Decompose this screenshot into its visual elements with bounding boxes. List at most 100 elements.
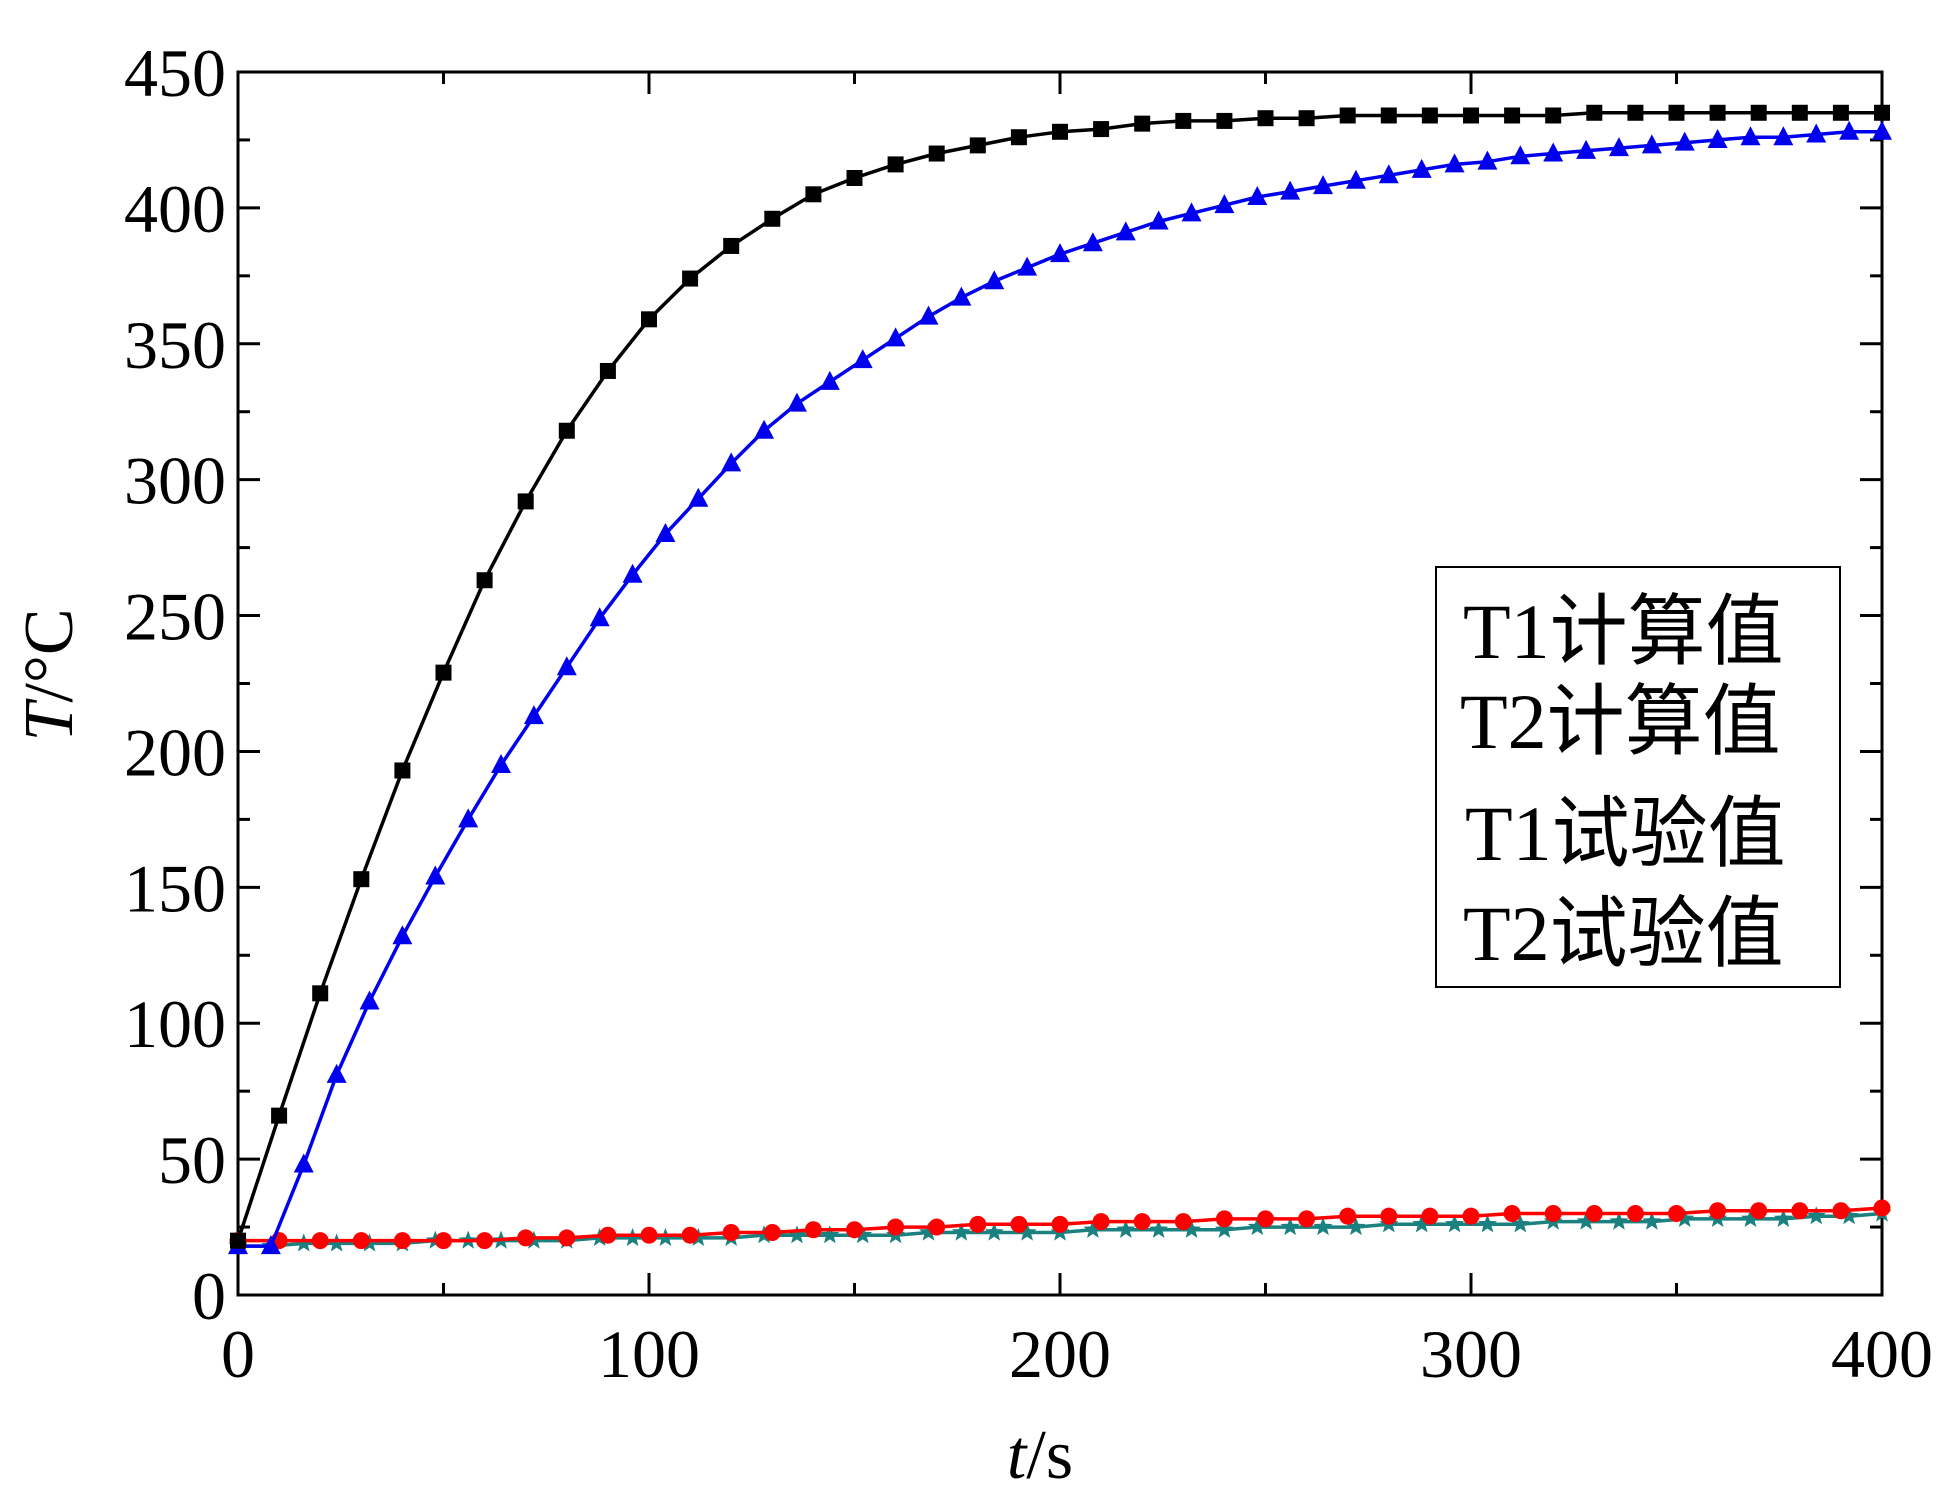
data-point-square [1791, 104, 1808, 121]
x-axis-title: t/s [1007, 1417, 1073, 1494]
data-point-square [641, 311, 657, 328]
data-point-triangle [1247, 186, 1268, 206]
data-point-square [230, 1232, 246, 1249]
data-point-square [723, 237, 740, 254]
data-point-circle [1503, 1204, 1521, 1222]
data-point-circle [435, 1232, 452, 1250]
data-point-circle [804, 1221, 822, 1239]
data-point-triangle [293, 1153, 314, 1173]
data-point-square [805, 186, 822, 203]
data-point-triangle [326, 1063, 347, 1083]
data-point-triangle [1345, 169, 1366, 189]
x-axis-title-unit: /s [1026, 1417, 1073, 1494]
data-point-star [1477, 1214, 1497, 1233]
legend-label-t1-calc: T1计算值 [1463, 588, 1784, 675]
y-tick-label: 100 [124, 986, 226, 1062]
data-point-square [1257, 110, 1274, 127]
axis-ticks [236, 70, 1884, 1297]
data-point-triangle [1148, 210, 1169, 230]
data-point-star [820, 1225, 840, 1244]
data-point-triangle [1214, 194, 1235, 214]
x-tick-label: 100 [598, 1316, 700, 1392]
data-point-circle [1750, 1202, 1768, 1220]
data-point-square [1750, 104, 1767, 121]
data-point-square [1504, 107, 1521, 124]
data-point-square [1421, 107, 1438, 124]
data-point-circle [722, 1223, 740, 1241]
data-point-square [1627, 104, 1644, 121]
data-point-star [1806, 1206, 1826, 1225]
legend: T1计算值 T2计算值 T1试验值 T2试验值 [1435, 566, 1841, 988]
data-point-square [353, 871, 370, 888]
x-tick-label: 0 [221, 1316, 255, 1392]
data-point-square [1052, 123, 1068, 140]
data-point-triangle [984, 270, 1005, 290]
data-point-triangle [556, 656, 577, 676]
data-point-square [1216, 112, 1233, 129]
x-axis-title-italic: t [1007, 1417, 1028, 1494]
data-point-square [599, 362, 616, 379]
data-point-star [951, 1222, 971, 1241]
data-point-square [435, 664, 452, 681]
data-point-square [1545, 107, 1562, 124]
data-point-triangle [1477, 150, 1498, 170]
data-point-star [1510, 1214, 1530, 1233]
y-tick-label: 400 [124, 171, 226, 247]
data-point-triangle [918, 305, 939, 325]
data-point-square [764, 210, 781, 227]
data-point-circle [846, 1221, 863, 1239]
data-point-circle [1791, 1202, 1809, 1220]
legend-label-t2-calc: T2计算值 [1460, 678, 1781, 765]
data-point-star [294, 1233, 314, 1252]
data-point-triangle [1872, 120, 1892, 140]
data-point-star [1017, 1222, 1037, 1241]
data-point-circle [681, 1226, 699, 1244]
y-tick-label: 150 [124, 850, 226, 926]
data-point-circle [1421, 1207, 1439, 1225]
series-3 [229, 1199, 1891, 1250]
data-point-triangle [1773, 126, 1794, 146]
data-point-star [1839, 1206, 1859, 1225]
data-point-triangle [885, 327, 906, 347]
y-tick-label: 350 [124, 307, 226, 383]
data-point-triangle [951, 286, 972, 306]
data-point-square [682, 270, 699, 287]
x-tick-label: 200 [1009, 1316, 1111, 1392]
data-point-triangle [754, 419, 775, 439]
data-point-circle [1873, 1199, 1891, 1217]
series-1 [230, 104, 1890, 1249]
data-point-square [1380, 107, 1397, 124]
y-tick-label: 450 [124, 35, 226, 111]
y-tick-label: 0 [192, 1258, 226, 1334]
y-axis-title-unit: /°C [11, 608, 88, 702]
data-point-circle [1339, 1207, 1357, 1225]
data-point-star [1083, 1219, 1103, 1238]
data-point-star [787, 1225, 807, 1244]
data-point-triangle [1608, 137, 1629, 157]
data-point-star [1445, 1214, 1465, 1233]
data-point-star [984, 1222, 1004, 1241]
data-point-circle [1544, 1204, 1562, 1222]
data-point-star [1313, 1217, 1333, 1236]
data-point-triangle [1543, 142, 1564, 162]
data-point-square [846, 169, 863, 186]
data-point-triangle [1050, 243, 1070, 263]
data-point-square [271, 1107, 288, 1124]
data-point-square [1586, 104, 1603, 121]
data-point-triangle [1082, 232, 1103, 252]
data-point-triangle [655, 523, 676, 543]
data-point-star [1280, 1217, 1300, 1236]
data-point-triangle [1017, 256, 1038, 276]
data-point-square [969, 137, 986, 154]
data-point-square [1134, 115, 1151, 132]
data-point-circle [1832, 1202, 1850, 1220]
data-point-triangle [1641, 134, 1662, 154]
data-point-star [853, 1225, 873, 1244]
data-point-star [919, 1222, 938, 1241]
data-point-triangle [359, 990, 380, 1010]
data-point-square [1463, 107, 1479, 124]
y-axis-title: T/°C [11, 608, 88, 741]
data-point-circle [1257, 1210, 1274, 1228]
data-point-triangle [491, 754, 512, 774]
data-point-circle [887, 1218, 905, 1236]
